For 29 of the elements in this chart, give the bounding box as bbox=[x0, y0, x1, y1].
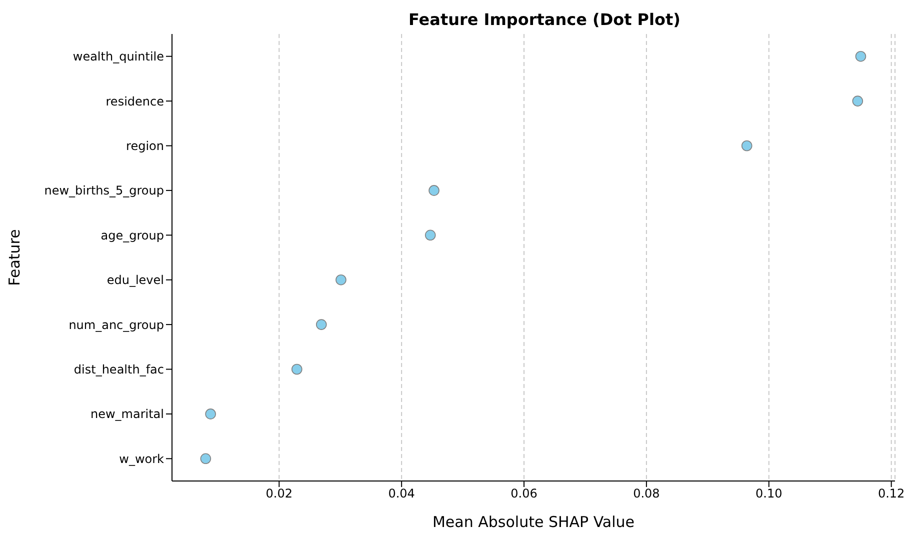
y-tick-label: edu_level bbox=[106, 273, 164, 288]
point bbox=[428, 185, 440, 196]
point bbox=[855, 50, 866, 62]
x-tick-label: 0.06 bbox=[510, 486, 538, 501]
x-tick-label: 0.12 bbox=[878, 486, 905, 501]
x-tick-label: 0.04 bbox=[388, 486, 415, 501]
y-tick-label: new_births_5_group bbox=[44, 184, 164, 198]
y-axis-title: Feature bbox=[5, 229, 24, 286]
point bbox=[316, 319, 327, 330]
y-tick-label: residence bbox=[106, 94, 164, 108]
x-axis-title: Mean Absolute SHAP Value bbox=[432, 513, 635, 531]
point bbox=[852, 96, 864, 106]
y-tick-label: new_marital bbox=[90, 407, 164, 422]
y-tick-label: num_anc_group bbox=[68, 318, 164, 332]
y-tick-label: age_group bbox=[100, 228, 164, 242]
x-tick-label: 0.10 bbox=[756, 486, 782, 501]
point bbox=[205, 408, 216, 420]
x-tick-label: 0.02 bbox=[266, 486, 292, 501]
chart-title: Feature Importance (Dot Plot) bbox=[408, 10, 682, 29]
point bbox=[424, 230, 436, 241]
point bbox=[291, 364, 302, 375]
point bbox=[336, 274, 346, 286]
point bbox=[200, 453, 212, 464]
x-tick-label: 0.08 bbox=[633, 486, 660, 501]
point bbox=[741, 140, 752, 152]
y-tick-label: wealth_quintile bbox=[72, 50, 164, 64]
y-tick-label: w_work bbox=[119, 452, 164, 466]
y-tick-label: region bbox=[126, 139, 164, 154]
y-tick-label: dist_health_fac bbox=[74, 362, 164, 377]
